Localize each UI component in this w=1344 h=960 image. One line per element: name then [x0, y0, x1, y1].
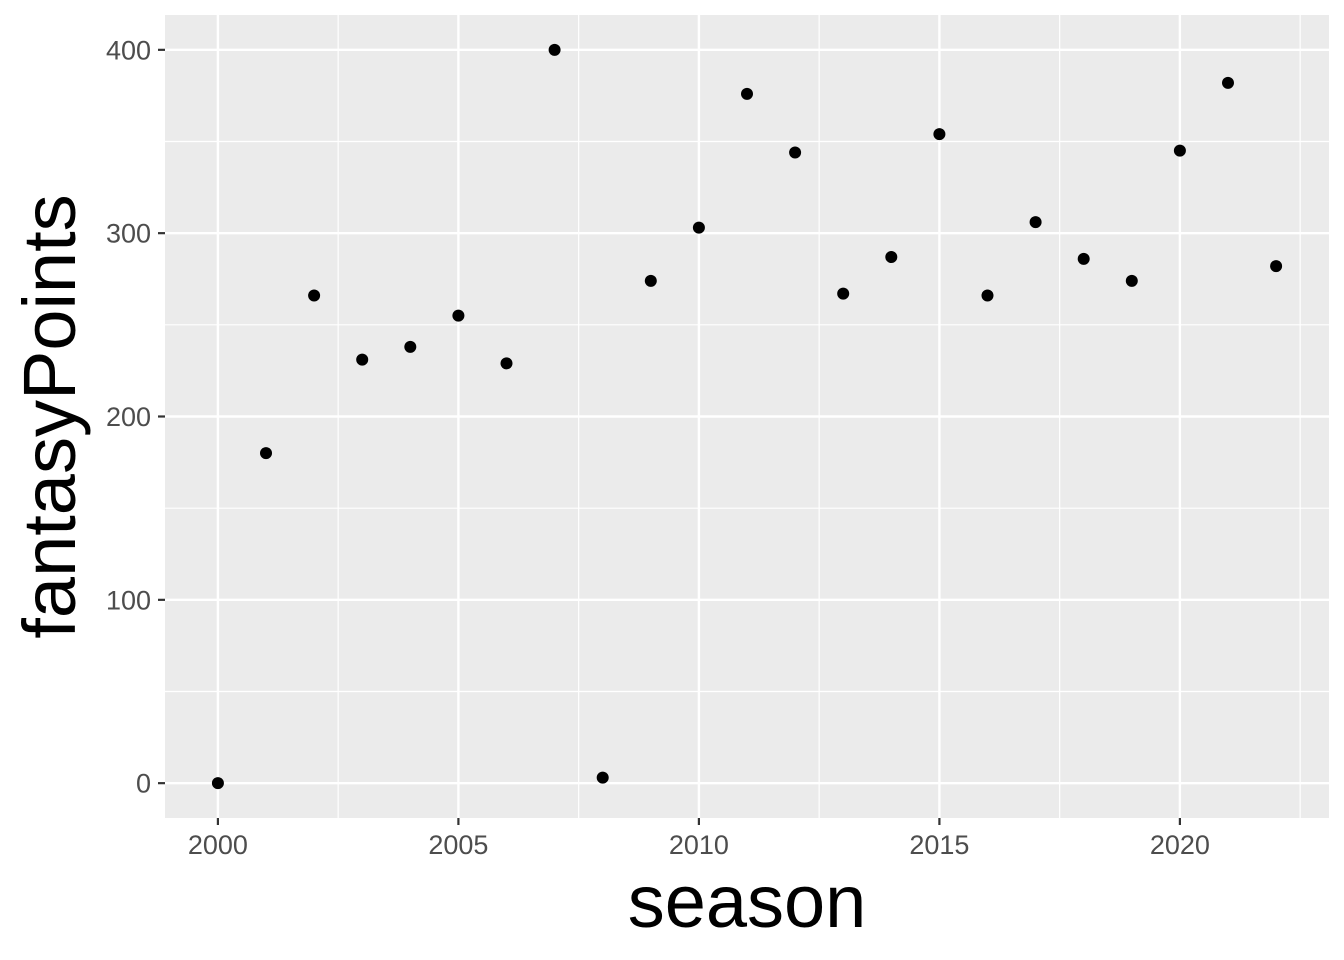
data-point [500, 357, 513, 370]
data-point [692, 221, 705, 234]
data-point [1270, 260, 1283, 273]
data-point [308, 289, 321, 302]
data-point [1125, 274, 1138, 287]
data-point [837, 287, 850, 300]
data-point [1173, 144, 1186, 157]
x-tick-label: 2010 [669, 830, 729, 860]
x-axis-title: season [628, 860, 867, 943]
data-point [356, 353, 369, 366]
data-points [211, 43, 1283, 790]
y-tick-label: 100 [106, 585, 151, 615]
data-point [596, 771, 609, 784]
data-point [260, 447, 273, 460]
y-tick-label: 0 [136, 769, 151, 799]
y-tick-label: 400 [106, 35, 151, 65]
data-point [789, 146, 802, 159]
data-point [1077, 252, 1090, 265]
data-point [548, 43, 561, 56]
data-point [452, 309, 465, 322]
y-tick-label: 200 [106, 402, 151, 432]
data-point [1029, 216, 1042, 229]
data-point [211, 777, 224, 790]
axis-ticks [158, 48, 1181, 825]
data-point [644, 274, 657, 287]
data-point [404, 340, 417, 353]
data-point [885, 251, 898, 263]
x-tick-label: 2000 [188, 830, 248, 860]
major-grid-lines [165, 15, 1329, 818]
x-tick-label: 2020 [1150, 830, 1210, 860]
data-point [981, 289, 994, 302]
data-point [1221, 76, 1234, 89]
x-tick-label: 2005 [428, 830, 488, 860]
y-tick-label: 300 [106, 219, 151, 249]
tick-labels: 2000 2005 2010 2015 2020 0 100 200 300 400 [106, 35, 1210, 860]
y-axis-title: fantasyPoints [8, 194, 91, 638]
data-point [741, 87, 753, 100]
data-point [933, 128, 946, 141]
x-tick-label: 2015 [909, 830, 969, 860]
